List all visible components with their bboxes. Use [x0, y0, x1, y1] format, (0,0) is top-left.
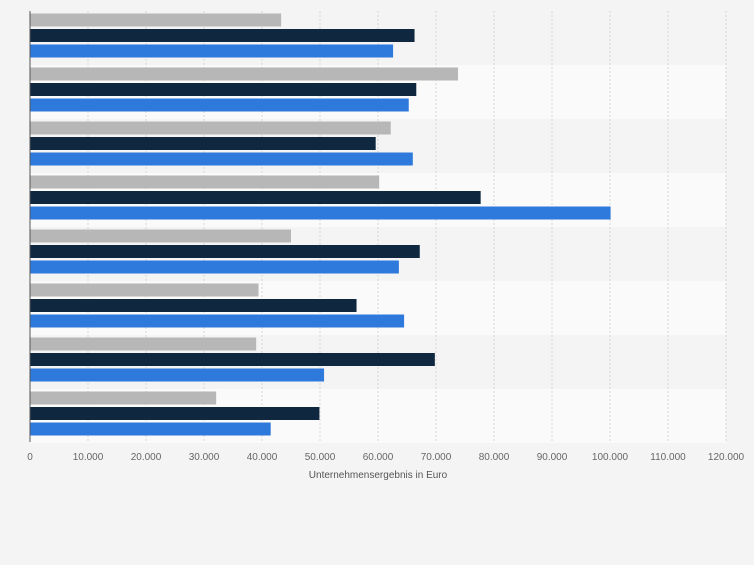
bar-group-6-series-2 [30, 299, 357, 312]
x-tick-label-0: 0 [27, 452, 33, 463]
bar-group-7-series-1 [30, 337, 257, 351]
x-tick-label-11: 110.000 [650, 452, 686, 463]
bar-group-5-series-3 [30, 260, 399, 274]
x-tick-label-1: 10.000 [73, 452, 104, 463]
x-tick-label-9: 90.000 [537, 452, 568, 463]
bar-group-1-series-2 [30, 29, 415, 42]
bar-group-3-series-3 [30, 152, 413, 166]
x-axis-title: Unternehmensergebnis in Euro [309, 470, 448, 481]
x-tick-label-12: 120.000 [708, 452, 745, 463]
bar-group-4-series-1 [30, 175, 380, 189]
x-tick-label-5: 50.000 [305, 452, 336, 463]
bar-group-2-series-2 [30, 83, 417, 96]
x-tick-label-7: 70.000 [421, 452, 452, 463]
x-tick-label-3: 30.000 [189, 452, 220, 463]
bar-group-3-series-1 [30, 121, 391, 135]
bar-group-5-series-1 [30, 229, 291, 243]
bar-group-4-series-3 [30, 206, 611, 220]
bar-group-1-series-3 [30, 44, 394, 58]
bar-group-8-series-2 [30, 407, 320, 420]
x-tick-label-8: 80.000 [479, 452, 510, 463]
bar-group-8-series-3 [30, 422, 271, 436]
bar-group-6-series-1 [30, 283, 259, 297]
bar-group-7-series-3 [30, 368, 325, 382]
bar-group-6-series-3 [30, 314, 405, 328]
bars [30, 13, 611, 436]
bar-group-3-series-2 [30, 137, 376, 150]
bar-group-1-series-1 [30, 13, 282, 27]
x-tick-label-10: 100.000 [592, 452, 629, 463]
x-tick-label-4: 40.000 [247, 452, 278, 463]
bar-group-4-series-2 [30, 191, 481, 204]
x-tick-label-2: 20.000 [131, 452, 162, 463]
x-axis-ticks: 0 10.000 20.000 30.000 40.000 50.000 60.000 70.… [27, 452, 744, 463]
x-tick-label-6: 60.000 [363, 452, 394, 463]
bar-group-2-series-3 [30, 98, 409, 112]
bar-group-7-series-2 [30, 353, 435, 366]
bar-group-2-series-1 [30, 67, 459, 81]
bar-group-5-series-2 [30, 245, 420, 258]
bar-group-8-series-1 [30, 391, 217, 405]
